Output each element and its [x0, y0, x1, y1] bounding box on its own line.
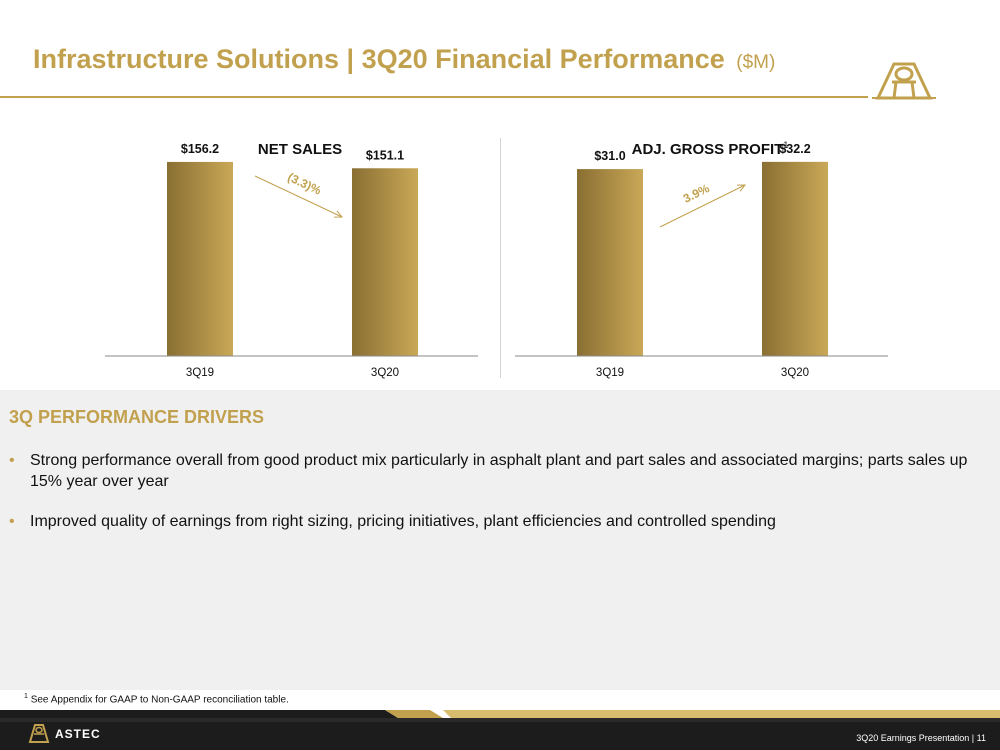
page-title: Infrastructure Solutions | 3Q20 Financia…: [33, 44, 775, 75]
category-label: 3Q19: [596, 367, 624, 379]
bar: [762, 161, 828, 356]
value-label: $156.2: [181, 142, 219, 156]
net-sales-plot: $156.2 3Q19 $151.1 3Q20 (3.3)%: [105, 142, 478, 379]
change-arrow-head: [333, 210, 344, 218]
category-label: 3Q19: [186, 367, 214, 379]
footnote-text: See Appendix for GAAP to Non-GAAP reconc…: [30, 694, 289, 706]
value-label: $151.1: [366, 148, 404, 162]
change-arrow-head: [736, 184, 747, 192]
adj-gross-profit-chart: ADJ. GROSS PROFIT1 $31.0 3Q19 $32.2 3Q20 3.9…: [515, 130, 905, 380]
footnote-marker: 1: [24, 693, 28, 700]
chart-divider: [500, 138, 501, 378]
value-label: $31.0: [594, 149, 625, 163]
chart-title: ADJ. GROSS PROFIT1: [515, 140, 905, 158]
list-item: • Strong performance overall from good pr…: [9, 450, 989, 492]
footer-background: [0, 710, 1000, 750]
performance-drivers-panel: 3Q PERFORMANCE DRIVERS • Strong performan…: [0, 390, 1000, 690]
page-title-text: Infrastructure Solutions | 3Q20 Financia…: [33, 44, 725, 74]
bar: [167, 161, 233, 356]
chart-title: NET SALES: [105, 140, 495, 158]
footer-brand: ASTEC: [55, 727, 101, 741]
adj-gross-profit-plot: $31.0 3Q19 $32.2 3Q20 3.9%: [515, 142, 888, 379]
chart-title-text: ADJ. GROSS PROFIT: [631, 141, 784, 158]
chart-title-footnote: 1: [783, 140, 789, 150]
page-title-unit: ($M): [736, 52, 776, 73]
bar: [352, 168, 418, 356]
footer-page-label: 3Q20 Earnings Presentation | 11: [856, 733, 986, 743]
drivers-list: • Strong performance overall from good pr…: [9, 450, 989, 551]
category-label: 3Q20: [781, 367, 809, 379]
bullet-icon: •: [9, 452, 15, 469]
bar: [577, 169, 643, 356]
net-sales-chart: NET SALES $156.2 3Q19 $151.1 3Q20 (3.3)%: [105, 130, 495, 380]
chart-title-text: NET SALES: [257, 141, 343, 158]
change-label: (3.3)%: [285, 170, 323, 198]
change-arrow-line: [659, 184, 746, 228]
list-item: • Improved quality of earnings from right…: [9, 511, 989, 532]
footnote: 1 See Appendix for GAAP to Non-GAAP reco…: [24, 693, 289, 705]
drivers-heading: 3Q PERFORMANCE DRIVERS: [9, 407, 265, 427]
value-label: $32.2: [779, 142, 810, 156]
header-rule: [0, 96, 868, 98]
footer-logo-icon: [28, 724, 50, 743]
astec-logo-icon: [872, 62, 936, 100]
bullet-text: Strong performance overall from good pro…: [30, 452, 968, 490]
bullet-text: Improved quality of earnings from right …: [30, 513, 776, 530]
category-label: 3Q20: [371, 367, 399, 379]
footer-band: [0, 710, 1000, 750]
change-label: 3.9%: [681, 181, 712, 206]
change-arrow-line: [254, 175, 343, 218]
bullet-icon: •: [9, 513, 15, 530]
